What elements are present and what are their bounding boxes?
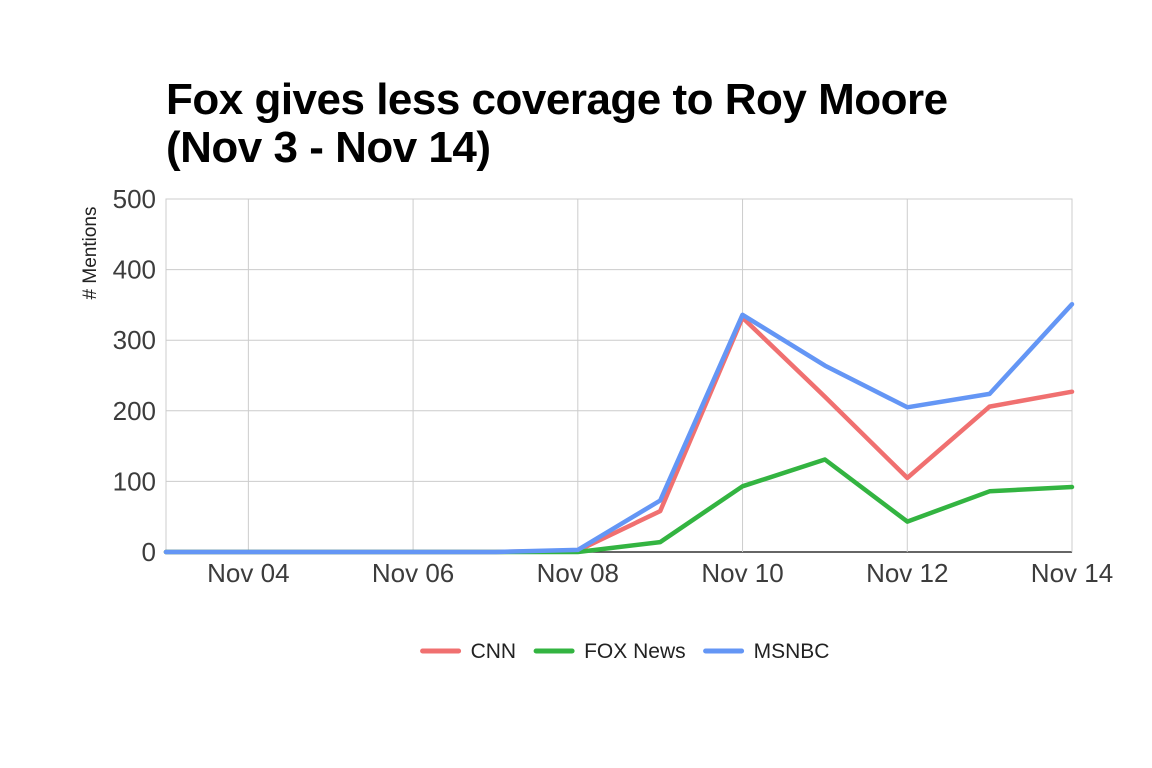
x-tick-label: Nov 04 [207, 558, 289, 588]
legend-label: CNN [471, 640, 516, 663]
x-tick-label: Nov 10 [701, 558, 783, 588]
series-line-msnbc [163, 301, 1075, 555]
x-tick-label: Nov 12 [866, 558, 948, 588]
x-tick-label: Nov 08 [537, 558, 619, 588]
chart-title: Fox gives less coverage to Roy Moore (No… [166, 76, 948, 172]
y-tick-label: 0 [142, 537, 156, 567]
y-tick-label: 400 [113, 255, 156, 285]
y-axis-label: # Mentions [80, 207, 101, 300]
chart-grid [165, 198, 1073, 553]
chart-legend: CNN FOX News MSNBC [420, 640, 830, 663]
series-line-cnn [163, 315, 1075, 555]
x-axis-ticks: Nov 04 Nov 06 Nov 08 Nov 10 Nov 12 Nov 14 [207, 558, 1113, 588]
y-tick-label: 200 [113, 396, 156, 426]
y-tick-label: 100 [113, 466, 156, 496]
legend-item: CNN [420, 640, 516, 663]
y-axis-ticks: 0 100 200 300 400 500 [113, 184, 156, 567]
chart-title-line-1: Fox gives less coverage to Roy Moore [166, 75, 948, 124]
chart-title-line-2: (Nov 3 - Nov 14) [166, 123, 491, 172]
series-line-fox-news [163, 457, 1075, 555]
legend-item: FOX News [533, 640, 686, 663]
x-tick-label: Nov 06 [372, 558, 454, 588]
y-tick-label: 300 [113, 325, 156, 355]
legend-label: MSNBC [754, 640, 830, 663]
plot-area-border [165, 198, 1073, 553]
x-tick-label: Nov 14 [1031, 558, 1113, 588]
legend-item: MSNBC [703, 640, 830, 663]
legend-label: FOX News [584, 640, 686, 663]
chart-series [163, 301, 1075, 555]
y-tick-label: 500 [113, 184, 156, 214]
